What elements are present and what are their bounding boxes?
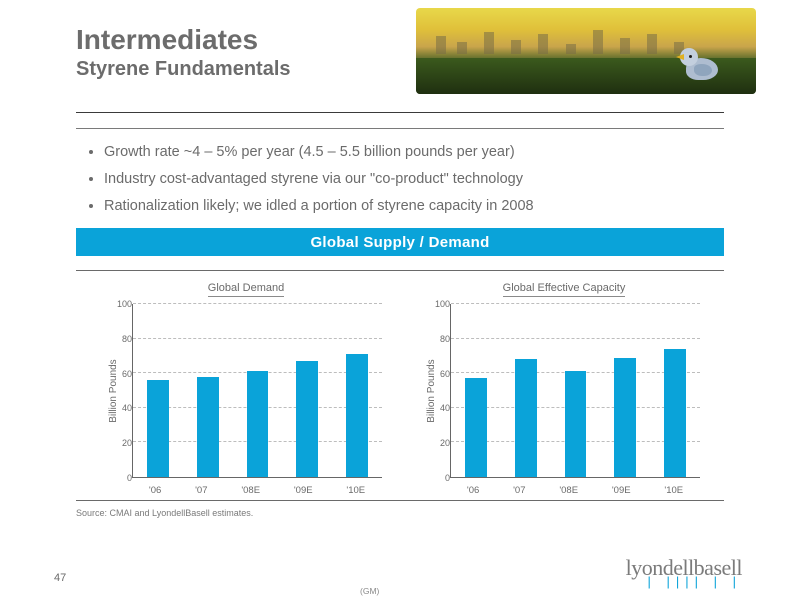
bar	[465, 378, 487, 477]
y-tick: 60	[440, 369, 450, 379]
section-banner: Global Supply / Demand	[76, 228, 724, 256]
divider	[76, 270, 724, 271]
y-tick: 60	[122, 369, 132, 379]
y-tick: 20	[440, 438, 450, 448]
x-tick: '06	[149, 485, 161, 496]
y-tick: 100	[435, 299, 450, 309]
y-tick: 100	[117, 299, 132, 309]
page-subtitle: Styrene Fundamentals	[76, 58, 291, 81]
bar	[614, 358, 636, 477]
divider	[76, 112, 724, 113]
bullet-item: Growth rate ~4 – 5% per year (4.5 – 5.5 …	[104, 142, 712, 163]
bar	[247, 371, 269, 477]
chart-title: Global Effective Capacity	[503, 282, 626, 297]
plot-area	[132, 304, 382, 478]
x-tick: '10E	[346, 485, 365, 496]
y-tick: 40	[440, 403, 450, 413]
footer-logo: lyondellbasell | |||| | |	[626, 555, 742, 584]
page-number: 47	[54, 572, 66, 584]
bullet-item: Industry cost-advantaged styrene via our…	[104, 169, 712, 190]
x-tick: '08E	[559, 485, 578, 496]
x-axis-labels: '06 '07 '08E '09E '10E	[132, 485, 382, 496]
y-tick: 20	[122, 438, 132, 448]
divider	[76, 128, 724, 129]
x-axis-labels: '06 '07 '08E '09E '10E	[450, 485, 700, 496]
bar	[147, 380, 169, 477]
divider	[76, 500, 724, 501]
bars-container	[451, 304, 700, 477]
bar	[565, 371, 587, 477]
chart-area: Billion Pounds 0 20 40 60 80 100	[428, 304, 700, 478]
bar	[197, 377, 219, 477]
hero-bird	[676, 48, 722, 80]
y-tick: 80	[440, 334, 450, 344]
plot-area	[450, 304, 700, 478]
gm-code: (GM)	[360, 586, 379, 596]
bar	[346, 354, 368, 477]
bar	[296, 361, 318, 477]
bars-container	[133, 304, 382, 477]
y-tick: 80	[122, 334, 132, 344]
chart-global-capacity: Global Effective Capacity Billion Pounds…	[428, 282, 700, 500]
section-banner-label: Global Supply / Demand	[310, 234, 489, 251]
hero-image	[416, 8, 756, 94]
x-tick: '09E	[612, 485, 631, 496]
chart-global-demand: Global Demand Billion Pounds 0 20 40 60 …	[110, 282, 382, 500]
x-tick: '08E	[241, 485, 260, 496]
y-axis: 0 20 40 60 80 100	[110, 304, 132, 478]
page-title: Intermediates	[76, 24, 258, 56]
chart-title: Global Demand	[208, 282, 284, 297]
source-note: Source: CMAI and LyondellBasell estimate…	[76, 508, 253, 518]
x-tick: '10E	[664, 485, 683, 496]
x-tick: '07	[513, 485, 525, 496]
x-tick: '07	[195, 485, 207, 496]
bullet-item: Rationalization likely; we idled a porti…	[104, 196, 712, 217]
chart-area: Billion Pounds 0 20 40 60 80 100	[110, 304, 382, 478]
y-tick: 40	[122, 403, 132, 413]
y-axis: 0 20 40 60 80 100	[428, 304, 450, 478]
x-tick: '06	[467, 485, 479, 496]
bullet-list: Growth rate ~4 – 5% per year (4.5 – 5.5 …	[86, 142, 712, 223]
bar	[515, 359, 537, 477]
bar	[664, 349, 686, 477]
x-tick: '09E	[294, 485, 313, 496]
slide: Intermediates Styrene Fundamentals Growt…	[0, 0, 792, 612]
